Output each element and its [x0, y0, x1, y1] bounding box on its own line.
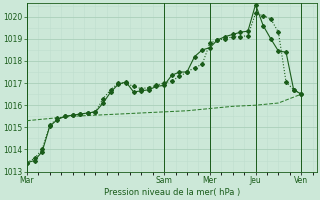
- X-axis label: Pression niveau de la mer( hPa ): Pression niveau de la mer( hPa ): [104, 188, 240, 197]
